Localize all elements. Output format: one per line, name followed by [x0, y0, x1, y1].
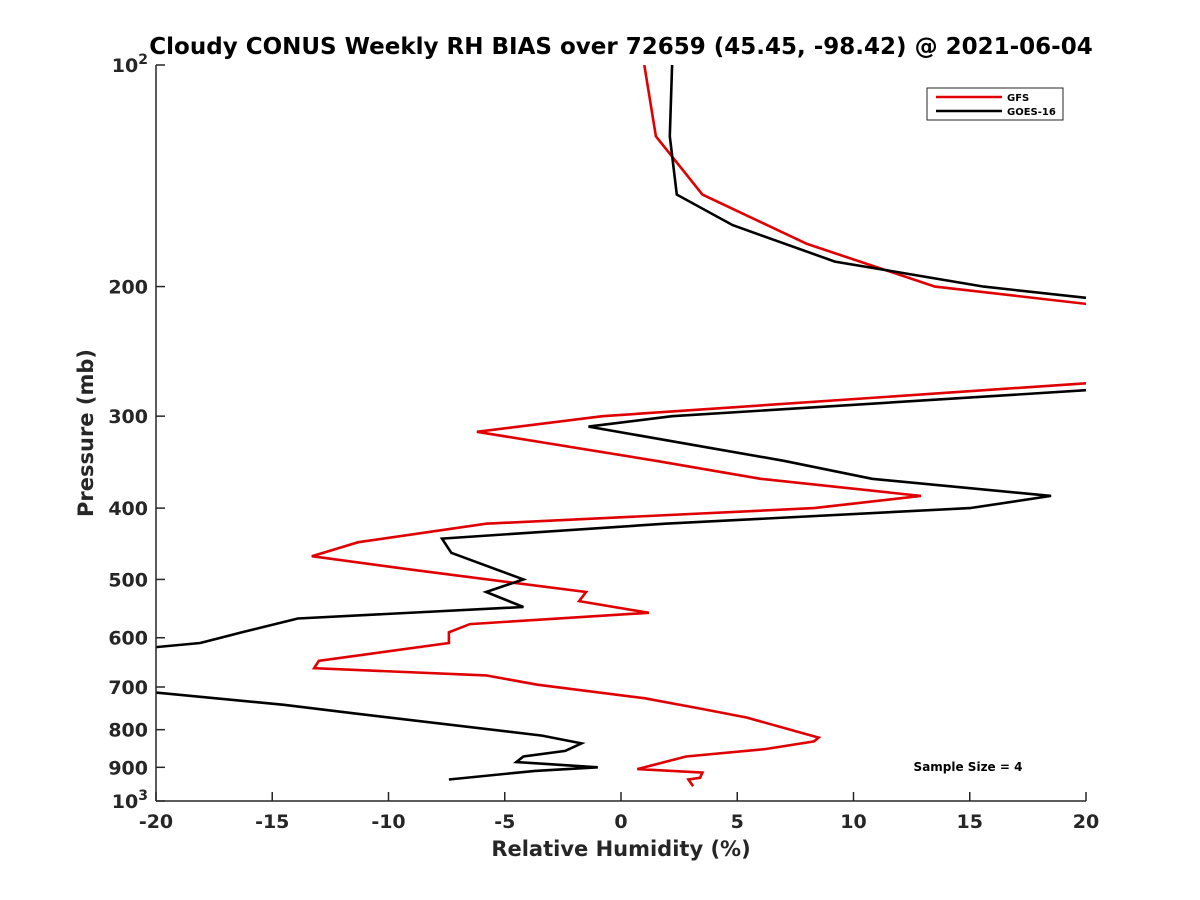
series-line-goes16: [156, 65, 1086, 781]
legend-box: [926, 87, 1064, 121]
y-tick-label: 500: [108, 569, 148, 591]
x-tick-label: 20: [1073, 811, 1099, 833]
y-tick-label: 300: [108, 406, 148, 428]
legend: GFS GOES-16: [926, 87, 1064, 121]
y-ticks: 102 200 300 400 500 600 700 800 900 103: [108, 52, 165, 813]
x-tick-label: 0: [614, 811, 627, 833]
y-tick-label: 103: [112, 788, 148, 813]
y-tick-label: 600: [108, 628, 148, 650]
chart-title: Cloudy CONUS Weekly RH BIAS over 72659 (…: [149, 34, 1092, 60]
x-tick-label: 10: [840, 811, 866, 833]
sample-size-annotation: Sample Size = 4: [914, 760, 1023, 774]
x-ticks: -20 -15 -10 -5 0 5 10 15 20: [139, 792, 1099, 833]
series-layer: [156, 65, 1086, 788]
y-tick-label: 900: [108, 757, 148, 779]
legend-label-gfs: GFS: [1007, 93, 1029, 104]
y-tick-label: 700: [108, 677, 148, 699]
y-tick-label: 800: [108, 720, 148, 742]
x-tick-label: -15: [255, 811, 289, 833]
x-tick-label: -5: [494, 811, 515, 833]
y-axis-label: Pressure (mb): [74, 349, 98, 517]
x-tick-label: 15: [957, 811, 983, 833]
x-tick-label: 5: [731, 811, 744, 833]
series-line-gfs: [311, 65, 1086, 788]
x-tick-label: -20: [139, 811, 173, 833]
x-axis-label: Relative Humidity (%): [491, 837, 750, 861]
y-tick-label: 102: [112, 52, 148, 77]
y-tick-label: 200: [108, 277, 148, 299]
y-tick-label: 400: [108, 498, 148, 520]
x-tick-label: -10: [371, 811, 405, 833]
legend-label-goes16: GOES-16: [1007, 107, 1056, 118]
